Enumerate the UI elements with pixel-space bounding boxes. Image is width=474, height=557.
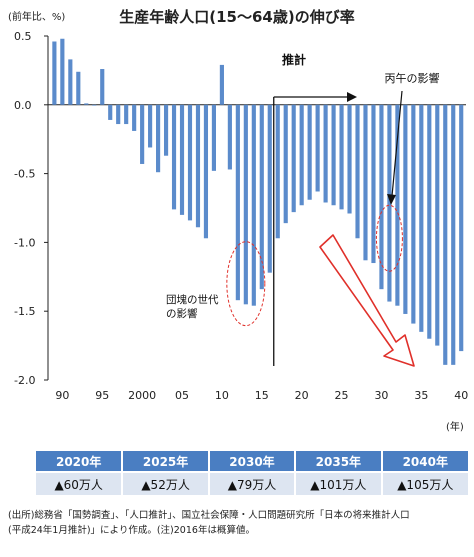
bar-2002 — [156, 104, 161, 173]
summary-value-2030: ▲79万人 — [208, 471, 297, 495]
summary-year-2040: 2040年 — [381, 451, 468, 472]
bar-2007 — [195, 104, 201, 228]
bar-2024 — [331, 104, 336, 206]
summary-value-2040: ▲105万人 — [381, 471, 468, 495]
bar-2001 — [148, 104, 153, 148]
x-tick-label: 95 — [95, 389, 109, 402]
x-tick-label: 30 — [374, 389, 388, 402]
bar-2027 — [355, 104, 360, 239]
bar-1997 — [116, 104, 121, 125]
bar-1991 — [68, 59, 73, 105]
bar-2009 — [211, 104, 216, 171]
chart-title: 生産年齢人口(15〜64歳)の伸び率 — [119, 8, 355, 26]
bar-2018 — [283, 104, 288, 224]
bar-2033 — [403, 104, 408, 314]
bar-2030 — [379, 104, 384, 290]
bar-2039 — [451, 104, 456, 365]
x-tick-label: 05 — [175, 389, 189, 402]
bar-2016 — [267, 104, 272, 273]
bar-2014 — [251, 104, 256, 306]
bar-2006 — [187, 104, 193, 221]
summary-value-row: ▲60万人 ▲52万人 ▲79万人 ▲101万人 ▲105万人 — [36, 471, 468, 495]
bar-2013 — [243, 104, 248, 305]
x-tick-label: 40 — [454, 389, 468, 402]
summary-year-2035: 2035年 — [295, 451, 383, 472]
bar-2003 — [163, 104, 169, 156]
bar-2012 — [235, 104, 240, 301]
y-tick-label: -1.5 — [14, 305, 35, 318]
summary-value-2020: ▲60万人 — [36, 471, 124, 495]
y-tick-label: 0.0 — [14, 99, 32, 112]
bar-2034 — [411, 104, 416, 324]
bar-2008 — [203, 104, 209, 239]
bar-2026 — [347, 104, 352, 214]
summary-year-2030: 2030年 — [208, 451, 297, 472]
dankai-label-line-2: の影響 — [166, 307, 198, 320]
hinoeuma-pointer-line — [391, 90, 403, 197]
dankai-label-line-1: 団塊の世代 — [166, 293, 219, 306]
x-tick-label: 90 — [55, 389, 69, 402]
summary-year-2020: 2020年 — [36, 451, 124, 472]
source-note: (出所)総務省「国勢調査」、「人口推計」、国立社会保障・人口問題研究所「日本の将… — [8, 508, 470, 538]
x-tick-label: 2000 — [128, 389, 156, 402]
forecast-label: 推計 — [282, 52, 306, 67]
bar-2000 — [140, 104, 145, 164]
dankai-highlight-ellipse — [226, 241, 266, 327]
bar-2025 — [339, 104, 344, 210]
bar-1995 — [100, 69, 105, 105]
y-tick-label: -2.0 — [14, 374, 35, 387]
y-tick-label: -1.0 — [14, 236, 35, 249]
x-tick-label: 20 — [295, 389, 309, 402]
bar-2028 — [363, 104, 368, 261]
forecast-arrowhead — [347, 92, 357, 102]
source-note-line-2: (平成24年1月推計)」により作成。(注)2016年は概算値。 — [8, 525, 255, 536]
bar-2010 — [219, 64, 224, 105]
bar-2029 — [371, 104, 376, 264]
decline-trend-arrow — [319, 234, 415, 367]
bar-1999 — [132, 104, 137, 131]
summary-header-row: 2020年 2025年 2030年 2035年 2040年 — [36, 451, 468, 472]
source-note-line-1: (出所)総務省「国勢調査」、「人口推計」、国立社会保障・人口問題研究所「日本の将… — [8, 510, 410, 521]
bar-2037 — [435, 104, 440, 346]
bar-2022 — [315, 104, 320, 192]
bar-2005 — [179, 104, 185, 215]
bar-2040 — [459, 104, 464, 352]
summary-table: 2020年 2025年 2030年 2035年 2040年 ▲60万人 ▲52万… — [36, 451, 468, 495]
x-tick-label: 35 — [414, 389, 428, 402]
hinoeuma-highlight-ellipse — [375, 204, 403, 272]
bar-2020 — [299, 104, 304, 206]
bar-2035 — [419, 104, 424, 332]
bar-1996 — [108, 104, 113, 120]
bar-2017 — [275, 104, 280, 239]
bar-2021 — [307, 104, 312, 200]
bar-2032 — [395, 104, 400, 306]
bar-1993 — [84, 103, 89, 105]
y-unit-label: (前年比、%) — [8, 12, 66, 23]
hinoeuma-label: 丙午の影響 — [385, 71, 440, 85]
bar-2023 — [323, 104, 328, 203]
bar-1998 — [124, 104, 129, 125]
x-tick-label: 25 — [335, 389, 349, 402]
bar-1994 — [92, 104, 97, 106]
hinoeuma-pointer-head — [387, 194, 396, 205]
x-tick-label: 10 — [215, 389, 229, 402]
y-tick-label: -0.5 — [14, 168, 35, 181]
x-unit-label: (年) — [446, 422, 464, 433]
bar-1989 — [52, 41, 57, 105]
growth-rate-chart: 0.5 0.0 -0.5 -1.0 -1.5 -2.0 90 95 2000 05 10 15 20 25… — [14, 30, 468, 402]
bar-2019 — [291, 104, 296, 213]
y-tick-label: 0.5 — [14, 30, 32, 43]
bar-2015 — [259, 104, 264, 290]
summary-value-2025: ▲52万人 — [122, 471, 210, 495]
bar-2004 — [171, 104, 177, 210]
bar-2038 — [443, 104, 448, 365]
bar-2031 — [387, 104, 392, 302]
bar-1990 — [60, 38, 65, 105]
bar-2011 — [227, 104, 232, 170]
bar-2036 — [427, 104, 432, 339]
x-tick-label: 15 — [255, 389, 269, 402]
summary-year-2025: 2025年 — [122, 451, 210, 472]
summary-value-2035: ▲101万人 — [295, 471, 383, 495]
bar-1992 — [76, 71, 81, 105]
